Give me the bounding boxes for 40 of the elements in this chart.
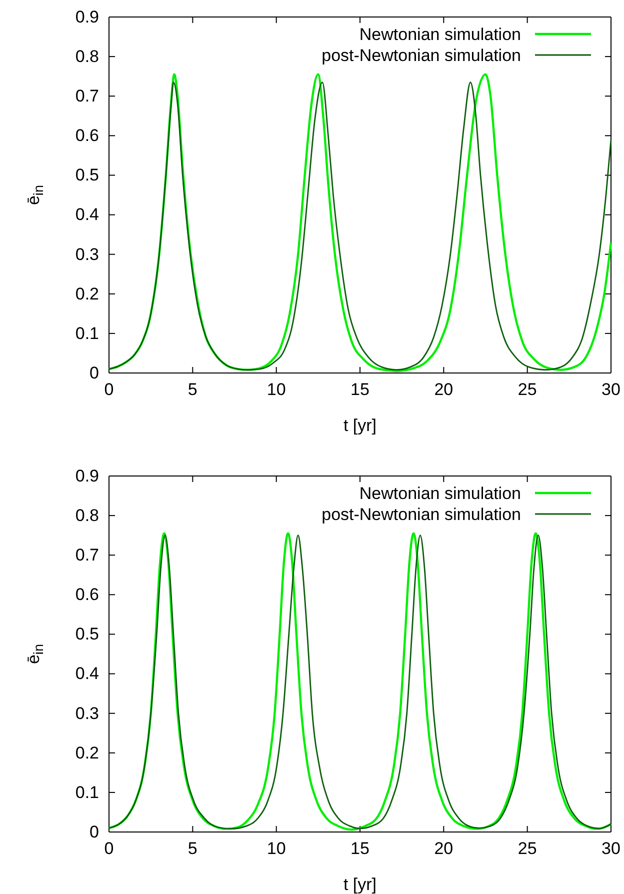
y-tick-label: 0.7 [75,546,99,565]
y-tick-label: 0.4 [75,205,99,224]
y-tick-label: 0.5 [75,166,99,185]
y-tick-label: 0.7 [75,86,99,106]
x-tick-label: 20 [434,380,454,400]
y-tick-label: 0.3 [75,704,99,723]
legend-label: Newtonian simulation [359,484,521,503]
x-tick-label: 15 [350,839,370,858]
y-tick-label: 0.1 [75,324,99,343]
y-tick-label: 0.3 [75,244,99,264]
y-tick-label: 0 [90,822,99,842]
x-tick-label: 10 [266,839,286,858]
y-tick-label: 0 [90,363,99,382]
legend-label: post-Newtonian simulation [322,46,521,65]
y-tick-label: 0.8 [75,506,99,525]
y-tick-label: 0.9 [75,7,99,26]
y-tick-label: 0.6 [75,585,99,604]
x-tick-label: 5 [188,380,198,400]
x-tick-label: 5 [188,839,198,858]
x-tick-label: 25 [518,839,537,858]
x-axis-title: t [yr] [343,416,377,435]
x-tick-label: 30 [602,380,620,400]
y-tick-label: 0.2 [75,743,99,762]
y-tick-label: 0.9 [75,466,99,486]
x-tick-label: 15 [350,380,370,400]
y-tick-label: 0.8 [75,46,99,66]
y-tick-label: 0.6 [75,126,99,146]
x-tick-label: 30 [602,839,620,858]
y-tick-label: 0.4 [75,664,99,684]
x-tick-label: 0 [104,380,114,400]
x-tick-label: 25 [518,380,537,400]
legend-label: Newtonian simulation [359,25,521,44]
y-tick-label: 0.1 [75,782,99,802]
x-tick-label: 20 [434,839,454,858]
x-axis-title: t [yr] [343,875,377,894]
legend-label: post-Newtonian simulation [322,505,521,524]
x-tick-label: 10 [266,380,286,400]
y-tick-label: 0.2 [75,284,99,304]
y-tick-label: 0.5 [75,624,99,644]
x-tick-label: 0 [104,839,114,858]
